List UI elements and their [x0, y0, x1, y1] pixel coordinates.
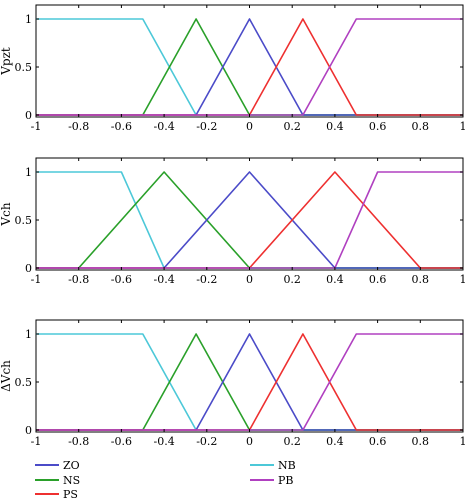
- x-tick-label: -0.6: [111, 435, 132, 448]
- series-line-pb: [36, 18, 463, 116]
- x-tick-label: 0: [246, 120, 253, 133]
- y-tick-label: 0: [25, 109, 32, 122]
- series-line-zo: [36, 18, 463, 116]
- x-tick-label: 0.8: [412, 120, 430, 133]
- x-tick-label: 0.6: [369, 120, 387, 133]
- y-tick-label: 1: [25, 13, 32, 26]
- x-tick-label: 0.6: [369, 273, 387, 286]
- x-axis-ticks: -1 -0.8 -0.6 -0.4 -0.2 0 0.2 0.4 0.6 0.8 1: [31, 5, 467, 133]
- y-axis-ticks: 00.51: [15, 328, 463, 437]
- y-axis-ticks: 00.51: [15, 13, 463, 122]
- legend-item-zo: ZO: [35, 459, 80, 472]
- x-tick-label: -0.8: [68, 120, 89, 133]
- plot-frame: [35, 157, 464, 271]
- series-line-ns: [36, 171, 463, 269]
- x-tick-label: 0: [246, 273, 253, 286]
- legend-label: PS: [63, 488, 78, 500]
- series-line-nb: [36, 333, 463, 431]
- legend-label: NS: [63, 474, 80, 487]
- series-line-pb: [36, 171, 463, 269]
- y-tick-label: 0: [25, 424, 32, 437]
- legend-item-pb: PB: [250, 474, 294, 487]
- series-line-pb: [36, 333, 463, 431]
- x-tick-label: -0.6: [111, 120, 132, 133]
- y-tick-label: 0.5: [15, 214, 33, 227]
- x-tick-label: -0.4: [153, 120, 174, 133]
- x-tick-label: 1: [460, 435, 467, 448]
- chart-panel-1: -1 -0.8 -0.6 -0.4 -0.2 0 0.2 0.4 0.6 0.8 100.51Vpz…: [0, 4, 467, 133]
- x-tick-label: -0.8: [68, 435, 89, 448]
- series-line-nb: [36, 18, 463, 116]
- x-tick-label: -0.2: [196, 120, 217, 133]
- x-tick-label: -0.2: [196, 273, 217, 286]
- y-tick-label: 1: [25, 166, 32, 179]
- x-tick-label: -1: [31, 120, 42, 133]
- x-tick-label: -0.6: [111, 273, 132, 286]
- x-tick-label: -1: [31, 435, 42, 448]
- series-line-zo: [36, 171, 463, 269]
- x-tick-label: 0.6: [369, 435, 387, 448]
- series-line-zo: [36, 333, 463, 431]
- legend-label: NB: [278, 459, 296, 472]
- series-line-nb: [36, 171, 463, 269]
- x-tick-label: -0.4: [153, 435, 174, 448]
- series-line-ps: [36, 171, 463, 269]
- legend-item-ns: NS: [35, 474, 80, 487]
- series-line-ns: [36, 18, 463, 116]
- y-axis-ticks: 00.51: [15, 166, 463, 275]
- plot-frame: [35, 4, 464, 118]
- series-line-ps: [36, 18, 463, 116]
- x-axis-ticks: -1 -0.8 -0.6 -0.4 -0.2 0 0.2 0.4 0.6 0.8 1: [31, 158, 467, 286]
- x-tick-label: 0.2: [283, 120, 301, 133]
- x-tick-label: -0.8: [68, 273, 89, 286]
- x-tick-label: -0.2: [196, 435, 217, 448]
- legend-label: ZO: [63, 459, 80, 472]
- y-axis-label: Vch: [0, 202, 13, 226]
- x-tick-label: 0.4: [326, 120, 344, 133]
- series-line-ps: [36, 333, 463, 431]
- x-tick-label: -1: [31, 273, 42, 286]
- x-tick-label: 0.4: [326, 273, 344, 286]
- chart-panel-3: -1 -0.8 -0.6 -0.4 -0.2 0 0.2 0.4 0.6 0.8 100.51ΔVc…: [0, 319, 467, 448]
- legend-label: PB: [278, 474, 294, 487]
- series-line-ns: [36, 333, 463, 431]
- y-tick-label: 0.5: [15, 376, 33, 389]
- y-axis-label: ΔVch: [0, 360, 13, 392]
- legend-item-ps: PS: [35, 488, 78, 500]
- x-tick-label: 0.4: [326, 435, 344, 448]
- x-tick-label: 0.2: [283, 435, 301, 448]
- y-tick-label: 0: [25, 262, 32, 275]
- legend-item-nb: NB: [250, 459, 296, 472]
- x-tick-label: 0.8: [412, 435, 430, 448]
- x-tick-label: 0.8: [412, 273, 430, 286]
- x-tick-label: 0.2: [283, 273, 301, 286]
- x-tick-label: 0: [246, 435, 253, 448]
- y-tick-label: 1: [25, 328, 32, 341]
- y-tick-label: 0.5: [15, 61, 33, 74]
- plot-frame: [35, 319, 464, 433]
- x-tick-label: -0.4: [153, 273, 174, 286]
- x-tick-label: 1: [460, 120, 467, 133]
- y-axis-label: Vpzt: [0, 47, 13, 76]
- x-tick-label: 1: [460, 273, 467, 286]
